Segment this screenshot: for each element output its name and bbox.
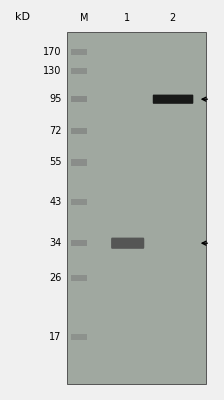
Text: 55: 55 xyxy=(49,157,62,167)
Bar xyxy=(71,159,87,166)
Bar xyxy=(71,275,87,281)
Text: 26: 26 xyxy=(49,273,62,283)
Bar xyxy=(71,240,87,246)
Text: 2: 2 xyxy=(169,13,176,23)
Bar xyxy=(71,334,87,340)
Text: 130: 130 xyxy=(43,66,62,76)
Text: 170: 170 xyxy=(43,47,62,57)
Bar xyxy=(71,96,87,102)
Text: 95: 95 xyxy=(49,94,62,104)
Text: 17: 17 xyxy=(49,332,62,342)
Text: M: M xyxy=(80,13,88,23)
FancyBboxPatch shape xyxy=(153,94,193,104)
Bar xyxy=(71,128,87,134)
Bar xyxy=(67,32,206,384)
Text: kD: kD xyxy=(15,12,30,22)
Text: 1: 1 xyxy=(123,13,130,23)
Text: 34: 34 xyxy=(49,238,62,248)
Bar xyxy=(71,49,87,55)
Bar xyxy=(71,199,87,205)
Text: 43: 43 xyxy=(49,197,62,207)
Bar xyxy=(71,68,87,74)
FancyBboxPatch shape xyxy=(111,238,144,249)
Text: 72: 72 xyxy=(49,126,62,136)
